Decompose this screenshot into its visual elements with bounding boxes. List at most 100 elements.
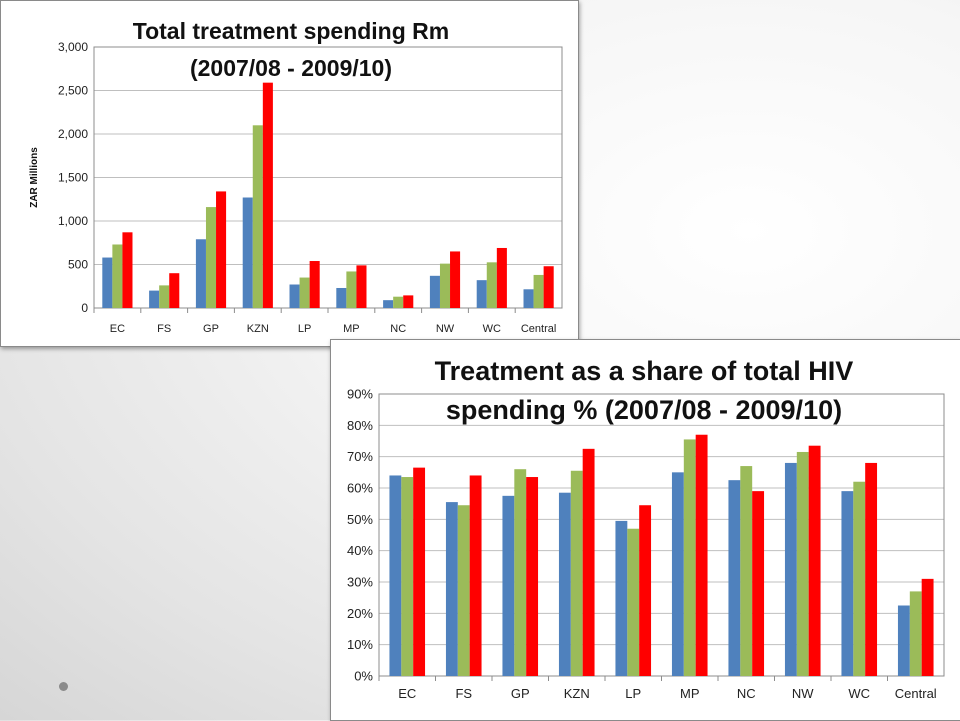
y-tick-label: 50% xyxy=(347,512,373,527)
bar-series2-nc xyxy=(393,296,404,308)
bar-series3-wc xyxy=(865,462,878,676)
bar-series1-wc xyxy=(476,280,487,308)
y-tick-label: 70% xyxy=(347,449,373,464)
bar-series1-kzn xyxy=(558,492,571,676)
chart-title-line-2: spending % (2007/08 - 2009/10) xyxy=(446,395,842,425)
bar-series1-gp xyxy=(502,495,515,676)
chart-title-line-1: Treatment as a share of total HIV xyxy=(435,356,854,386)
chart-title-line-2: (2007/08 - 2009/10) xyxy=(190,55,392,81)
x-tick-label-mp: MP xyxy=(343,323,360,335)
bar-series2-wc xyxy=(486,262,497,308)
bar-series3-ec xyxy=(413,467,426,676)
y-tick-label: 0% xyxy=(354,669,373,684)
y-tick-label: 40% xyxy=(347,543,373,558)
bar-series2-fs xyxy=(159,285,170,308)
bar-series1-gp xyxy=(195,239,206,308)
bar-series1-mp xyxy=(336,287,347,308)
chart-panel-treatment-share: 0% 10% 20% 30% 40% 50% 60% 70% 80% 90% EC FS GP KZN LP… xyxy=(330,339,960,721)
x-tick-label-gp: GP xyxy=(203,323,219,335)
x-tick-label-fs: FS xyxy=(157,323,171,335)
bar-series2-kzn xyxy=(570,470,583,676)
x-tick-label-fs: FS xyxy=(455,686,472,701)
x-tick-label-kzn: KZN xyxy=(564,686,590,701)
y-tick-label: 60% xyxy=(347,481,373,496)
bar-series1-fs xyxy=(445,502,458,676)
x-tick-label-central: Central xyxy=(521,323,556,335)
y-tick-label: 20% xyxy=(347,606,373,621)
y-tick-label: 90% xyxy=(347,387,373,402)
chart-title-line-1: Total treatment spending Rm xyxy=(133,18,450,44)
x-tick-label-gp: GP xyxy=(511,686,530,701)
bar-series3-nw xyxy=(808,445,821,676)
x-tick-label-nw: NW xyxy=(792,686,814,701)
bar-series2-central xyxy=(909,591,922,676)
bar-series2-fs xyxy=(457,505,470,676)
bar-series3-central xyxy=(921,578,934,676)
y-tick-label: 0 xyxy=(81,301,88,315)
bar-series2-ec xyxy=(112,244,123,308)
bar-series2-mp xyxy=(683,439,696,676)
y-axis-label: ZAR Millions xyxy=(29,147,40,208)
bar-series1-fs xyxy=(149,290,160,308)
x-tick-label-ec: EC xyxy=(398,686,416,701)
bar-series2-nw xyxy=(796,451,809,676)
bar-series1-central xyxy=(523,289,534,308)
bar-chart-total-spending: 0 500 1,000 1,500 2,000 2,500 3,000 EC FS GP KZN LP… xyxy=(29,18,563,335)
bar-series2-lp xyxy=(299,277,310,308)
bar-series1-nc xyxy=(383,300,394,308)
bar-series1-wc xyxy=(841,491,854,676)
x-tick-label-kzn: KZN xyxy=(247,323,269,335)
bar-series1-central xyxy=(897,605,910,676)
bar-series3-kzn xyxy=(262,82,273,308)
bar-series1-mp xyxy=(671,472,684,676)
bar-series1-ec xyxy=(102,257,113,308)
x-tick-label-lp: LP xyxy=(625,686,641,701)
bar-series1-nw xyxy=(429,275,440,308)
x-tick-label-nw: NW xyxy=(436,323,455,335)
bar-series1-nc xyxy=(728,480,741,676)
bar-series3-lp xyxy=(309,261,320,308)
bar-series2-gp xyxy=(205,207,217,308)
bar-series3-central xyxy=(543,266,554,308)
y-tick-label: 3,000 xyxy=(58,40,88,54)
x-tick-label-wc: WC xyxy=(483,323,501,335)
x-tick-label-nc: NC xyxy=(737,686,756,701)
bar-series3-wc xyxy=(496,247,507,308)
y-tick-label: 80% xyxy=(347,418,373,433)
x-tick-label-mp: MP xyxy=(680,686,700,701)
bar-series1-lp xyxy=(289,284,300,308)
bar-series3-lp xyxy=(639,505,652,676)
bar-series2-kzn xyxy=(252,125,263,308)
y-tick-label: 1,500 xyxy=(58,171,88,185)
bar-series1-nw xyxy=(784,462,797,676)
bar-series2-nw xyxy=(439,263,451,308)
bar-series3-kzn xyxy=(582,448,595,676)
bar-series2-wc xyxy=(853,481,866,676)
bar-chart-treatment-share: 0% 10% 20% 30% 40% 50% 60% 70% 80% 90% EC FS GP KZN LP… xyxy=(347,356,945,701)
bar-series1-ec xyxy=(389,475,402,676)
bar-series2-lp xyxy=(627,528,640,676)
bar-series3-nw xyxy=(450,251,461,308)
bar-series3-fs xyxy=(169,273,180,308)
bar-series1-kzn xyxy=(242,197,253,308)
y-tick-label: 30% xyxy=(347,575,373,590)
bar-series3-ec xyxy=(122,232,133,308)
x-tick-label-lp: LP xyxy=(298,323,311,335)
bar-series1-lp xyxy=(615,520,628,676)
bar-series3-nc xyxy=(403,295,414,308)
bar-series2-mp xyxy=(346,271,357,308)
y-tick-label: 2,000 xyxy=(58,127,88,141)
y-tick-label: 500 xyxy=(68,258,88,272)
y-tick-label: 10% xyxy=(347,637,373,652)
bar-series3-gp xyxy=(216,191,227,308)
y-tick-label: 1,000 xyxy=(58,214,88,228)
chart-panel-total-spending: 0 500 1,000 1,500 2,000 2,500 3,000 EC FS GP KZN LP… xyxy=(0,0,579,347)
bar-series3-fs xyxy=(469,475,482,676)
bar-series3-mp xyxy=(695,434,708,676)
bar-series2-ec xyxy=(401,477,414,676)
bar-series3-nc xyxy=(752,491,765,676)
bar-series2-nc xyxy=(740,466,753,676)
bar-series3-mp xyxy=(356,265,367,308)
x-tick-label-nc: NC xyxy=(390,323,406,335)
x-tick-label-wc: WC xyxy=(848,686,870,701)
